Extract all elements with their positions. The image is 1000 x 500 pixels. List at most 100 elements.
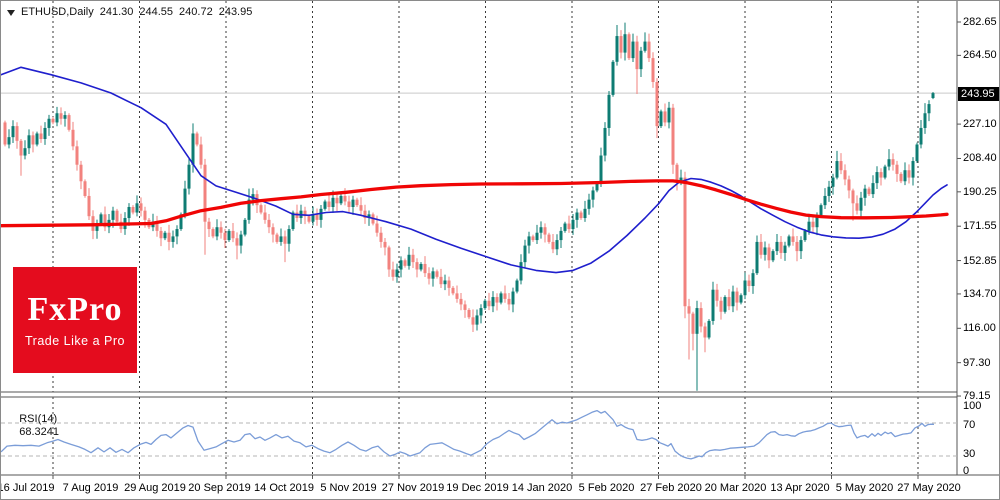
candle-up: [875, 166, 879, 189]
candle-down: [31, 131, 35, 153]
candle-down: [59, 107, 63, 125]
candle-down: [655, 78, 659, 139]
candle-up: [287, 225, 291, 252]
candle-up: [339, 194, 343, 206]
candle-down: [267, 213, 271, 234]
candle-down: [283, 230, 287, 263]
candle-up: [783, 241, 787, 261]
bar-open-value: 241.30: [99, 6, 134, 18]
candle-down: [359, 197, 363, 215]
date-axis-label: 13 Apr 2020: [770, 482, 830, 494]
candle-up: [127, 203, 131, 226]
candle-up: [923, 103, 927, 134]
candle-down: [363, 204, 367, 224]
candle-down: [427, 267, 431, 285]
candle-up: [171, 230, 175, 248]
candle-down: [235, 232, 239, 260]
candle-down: [15, 122, 19, 149]
candle-down: [19, 138, 23, 176]
candle-up: [367, 210, 371, 226]
candle-down: [403, 258, 407, 268]
candle-down: [83, 179, 87, 198]
candle-up: [163, 230, 167, 241]
candle-down: [383, 238, 387, 256]
candle-down: [195, 131, 199, 147]
candle-down: [619, 30, 623, 59]
candle-up: [55, 106, 59, 127]
candle-down: [531, 234, 535, 242]
candle-up: [351, 195, 355, 215]
date-axis-label: 20 Sep 2019: [188, 482, 251, 494]
date-axis-label: 16 Jul 2019: [0, 482, 55, 494]
price-axis-label: 282.65: [963, 16, 997, 28]
candle-down: [211, 227, 215, 239]
candle-up: [871, 175, 875, 198]
candle-down: [231, 222, 235, 243]
candle-down: [379, 226, 383, 248]
candle-down: [471, 309, 475, 332]
candle-up: [535, 224, 539, 244]
candle-up: [659, 109, 663, 128]
candle-up: [763, 241, 767, 261]
candle-down: [907, 164, 911, 184]
candle-up: [407, 246, 411, 270]
candle-down: [335, 193, 339, 212]
candle-down: [71, 121, 75, 151]
candle-up: [591, 186, 595, 208]
candle-up: [11, 120, 15, 144]
candle-up: [43, 122, 47, 145]
price-axis-label: 264.50: [963, 49, 997, 62]
price-axis-label: 134.70: [963, 287, 997, 300]
candle-down: [347, 195, 351, 213]
candle-down: [155, 215, 159, 237]
candle-down: [727, 289, 731, 311]
candle-down: [503, 285, 507, 303]
candle-up: [831, 173, 835, 195]
date-axis-label: 19 Dec 2019: [446, 482, 509, 494]
candle-up: [723, 295, 727, 314]
candle-down: [719, 296, 723, 320]
candle-down: [451, 286, 455, 296]
candle-down: [635, 35, 639, 94]
candle-up: [227, 229, 231, 242]
candle-up: [491, 291, 495, 313]
candle-up: [527, 231, 531, 254]
candle-up: [711, 281, 715, 325]
candle-down: [223, 228, 227, 248]
candle-down: [327, 193, 331, 211]
price-axis-label: 152.85: [963, 254, 997, 267]
price-axis-label: 97.30: [963, 356, 991, 369]
candle-down: [683, 171, 687, 319]
candle-up: [23, 140, 27, 160]
candle-down: [263, 204, 267, 224]
bar-low-value: 240.72: [179, 6, 213, 18]
candle-down: [67, 113, 71, 132]
candle-down: [87, 188, 91, 221]
candle-up: [239, 230, 243, 254]
candle-up: [243, 218, 247, 237]
candle-down: [295, 204, 299, 222]
broker-logo-tagline: Trade Like a Pro: [25, 334, 125, 348]
candle-down: [219, 221, 223, 239]
candle-down: [855, 195, 859, 215]
candle-down: [391, 261, 395, 281]
candle-up: [751, 269, 755, 294]
candle-up: [903, 162, 907, 186]
candle-up: [827, 180, 831, 202]
candle-down: [839, 153, 843, 175]
candle-down: [423, 256, 427, 278]
date-axis-label: 27 Feb 2020: [640, 482, 702, 494]
candle-down: [435, 269, 439, 279]
candle-up: [519, 254, 523, 285]
price-axis-label: 190.25: [963, 185, 997, 198]
candle-down: [411, 248, 415, 269]
candle-down: [203, 158, 207, 255]
chevron-down-icon: [7, 9, 15, 16]
candle-up: [799, 236, 803, 260]
candle-up: [743, 272, 747, 300]
candle-up: [499, 291, 503, 305]
candle-up: [599, 147, 603, 187]
candle-down: [355, 197, 359, 207]
date-axis-label: 29 Aug 2019: [124, 482, 186, 494]
